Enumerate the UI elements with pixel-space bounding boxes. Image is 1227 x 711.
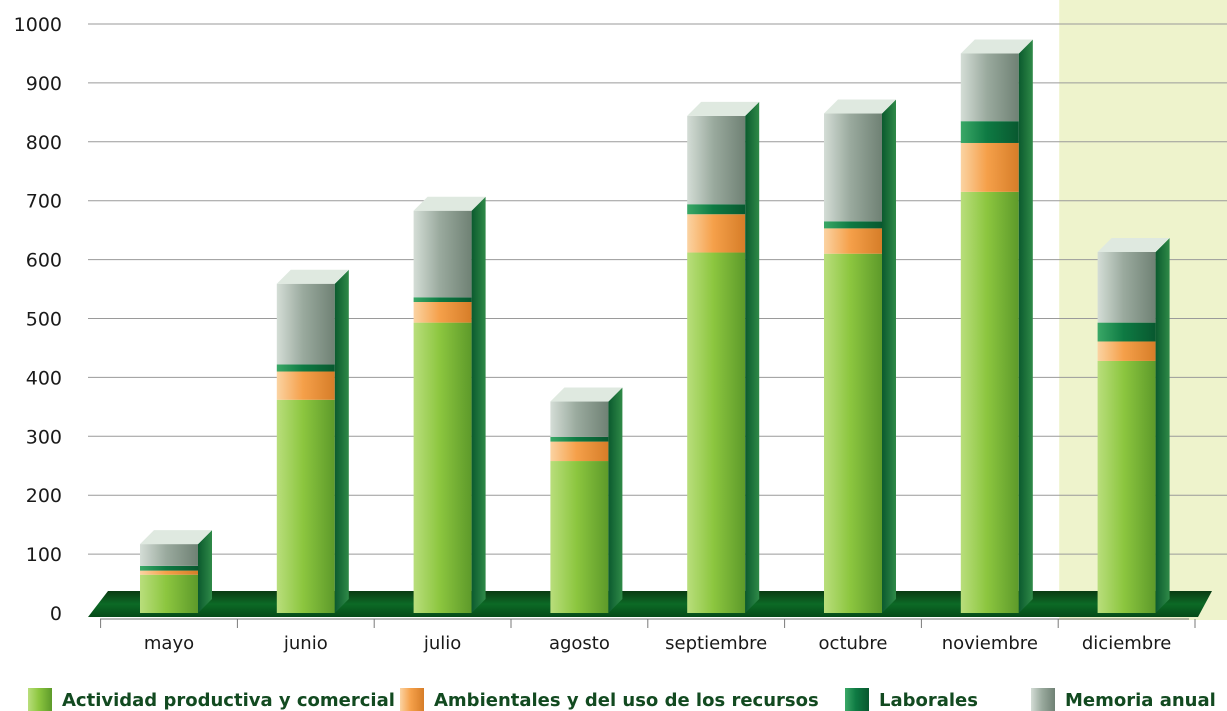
bar-top-face	[824, 99, 896, 114]
legend-item-ambientales-y-del-uso-de-los-recursos: Ambientales y del uso de los recursos	[400, 688, 819, 711]
bar-segment-memoria-anual	[1097, 251, 1156, 323]
legend-swatch	[1031, 688, 1055, 711]
x-tick-label: diciembre	[1082, 633, 1171, 654]
bar-segment-actividad-productiva-y-comercial	[1097, 360, 1156, 613]
bar-segment-ambientales-y-del-uso-de-los-recursos	[824, 228, 882, 254]
bar-side-face	[1018, 39, 1033, 613]
bar-top-face	[413, 196, 486, 211]
legend-label: Actividad productiva y comercial	[62, 690, 395, 711]
y-tick-label: 800	[26, 132, 62, 154]
bar-segment-memoria-anual	[276, 283, 335, 365]
chart-floor	[88, 591, 1212, 617]
bar-stack-noviembre	[960, 39, 1033, 614]
x-tick-label: junio	[283, 633, 328, 654]
bar-segment-ambientales-y-del-uso-de-los-recursos	[413, 302, 472, 323]
legend-item-laborales: Laborales	[845, 688, 978, 711]
x-tick-label: mayo	[144, 633, 194, 654]
bar-segment-laborales	[140, 565, 198, 571]
bar-segment-laborales	[1097, 322, 1156, 342]
x-tick-label: agosto	[549, 633, 610, 654]
bar-top-face	[687, 101, 760, 116]
y-tick-label: 200	[26, 485, 62, 507]
bar-side-face	[471, 196, 486, 613]
bar-stack-mayo	[140, 530, 212, 613]
y-tick-label: 600	[26, 250, 62, 272]
bar-stack-agosto	[550, 387, 623, 613]
bar-segment-memoria-anual	[140, 544, 198, 566]
x-axis: mayo junio julio agosto septiembre octubre nov…	[100, 618, 1196, 654]
legend-label: Memoria anual	[1065, 690, 1216, 711]
x-tick-label: julio	[423, 633, 461, 654]
bar-top-face	[276, 269, 349, 284]
bar-segment-memoria-anual	[824, 113, 882, 222]
bar-top-face	[1097, 237, 1170, 252]
bar-segment-laborales	[550, 436, 609, 442]
bar-segment-actividad-productiva-y-comercial	[687, 252, 746, 614]
legend-swatch	[28, 688, 52, 711]
y-tick-labels: 0 100 200 300 400 500 600 700 800 900 1000	[14, 14, 62, 625]
bar-side-face	[745, 101, 760, 613]
bar-stack-diciembre	[1097, 237, 1170, 613]
y-tick-label: 1000	[14, 14, 62, 36]
y-tick-label: 400	[26, 367, 62, 389]
bar-segment-ambientales-y-del-uso-de-los-recursos	[140, 570, 198, 575]
bar-stack-junio	[276, 269, 349, 613]
bar-top-face	[550, 387, 623, 402]
bar-side-face	[1155, 237, 1170, 613]
bar-segment-laborales	[687, 204, 746, 215]
bar-segment-actividad-productiva-y-comercial	[550, 461, 609, 613]
bar-segment-laborales	[276, 364, 335, 372]
bar-stack-octubre	[824, 99, 896, 613]
legend-label: Laborales	[879, 690, 978, 711]
bar-segment-memoria-anual	[413, 210, 472, 298]
bar-segment-laborales	[960, 121, 1019, 143]
legend-swatch	[400, 688, 424, 711]
bar-segment-actividad-productiva-y-comercial	[824, 253, 882, 613]
bar-segment-memoria-anual	[550, 401, 609, 437]
bar-stack-septiembre	[687, 101, 760, 614]
legend-item-actividad-productiva-y-comercial: Actividad productiva y comercial	[28, 688, 395, 711]
bar-side-face	[198, 530, 212, 613]
bar-segment-actividad-productiva-y-comercial	[413, 322, 472, 613]
bars	[140, 39, 1170, 614]
bar-side-face	[334, 269, 349, 613]
legend-swatch	[845, 688, 869, 711]
bar-segment-laborales	[824, 221, 882, 229]
bar-segment-actividad-productiva-y-comercial	[140, 574, 198, 613]
y-tick-label: 700	[26, 191, 62, 213]
bar-stack-julio	[413, 196, 486, 613]
bar-segment-ambientales-y-del-uso-de-los-recursos	[687, 214, 746, 253]
y-tick-label: 300	[26, 426, 62, 448]
bar-segment-ambientales-y-del-uso-de-los-recursos	[960, 142, 1019, 192]
bar-segment-ambientales-y-del-uso-de-los-recursos	[550, 441, 609, 462]
x-tick-label: septiembre	[665, 633, 767, 654]
legend-item-memoria-anual: Memoria anual	[1031, 688, 1216, 711]
gridlines	[88, 23, 1227, 555]
y-tick-label: 0	[50, 603, 62, 625]
bar-segment-laborales	[413, 297, 472, 303]
bar-side-face	[608, 387, 623, 613]
bar-segment-actividad-productiva-y-comercial	[960, 191, 1019, 614]
x-tick-label: noviembre	[942, 633, 1038, 654]
bar-segment-memoria-anual	[687, 115, 746, 205]
bar-top-face	[960, 39, 1033, 54]
legend-label: Ambientales y del uso de los recursos	[434, 690, 819, 711]
bar-segment-ambientales-y-del-uso-de-los-recursos	[276, 371, 335, 400]
y-tick-label: 900	[26, 73, 62, 95]
x-tick-label: octubre	[819, 633, 888, 654]
legend: Actividad productiva y comercial Ambienta…	[28, 688, 1216, 711]
bar-side-face	[882, 99, 896, 613]
bar-top-face	[140, 530, 212, 545]
bar-segment-actividad-productiva-y-comercial	[276, 399, 335, 613]
y-tick-label: 500	[26, 309, 62, 331]
bar-segment-ambientales-y-del-uso-de-los-recursos	[1097, 341, 1156, 361]
y-tick-label: 100	[26, 544, 62, 566]
bar-segment-memoria-anual	[960, 53, 1019, 122]
